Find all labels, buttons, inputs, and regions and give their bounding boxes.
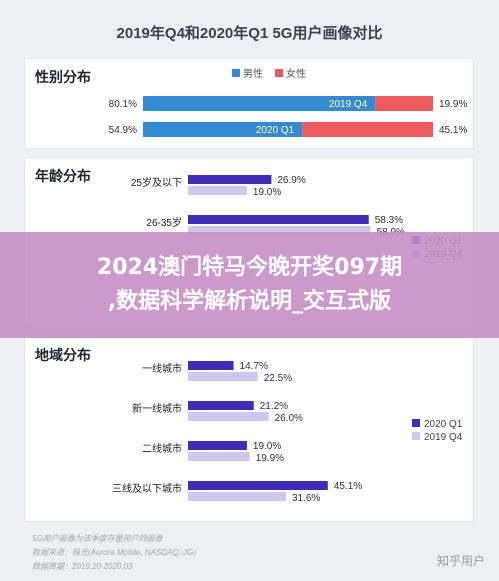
value-label-q1-0: 14.7% <box>240 361 268 372</box>
value-label-female-1: 45.1% <box>439 125 467 136</box>
gender-chart: 男性 女性 2019 Q4 80.1% 19.9% 2020 Q1 54.9% 45.1% <box>109 67 467 137</box>
bar-q4-0 <box>188 186 247 195</box>
footer-source: 数据来源：极光(Aurora Mobile, NASDAQ: JG) <box>32 548 197 557</box>
watermark: 知乎用户 <box>436 554 485 568</box>
bar-q4-0 <box>188 372 258 381</box>
legend-swatch-male <box>232 69 240 77</box>
legend-label-q1: 2020 Q1 <box>424 419 463 430</box>
category-label-0: 25岁及以下 <box>131 176 182 189</box>
age-panel-title: 年龄分布 <box>35 168 91 184</box>
region-panel-title: 地域分布 <box>35 347 91 363</box>
legend-label-male: 男性 <box>243 67 263 80</box>
value-label-q1-0: 26.9% <box>277 175 305 186</box>
banner-line-1: 2024澳门特马今晚开奖097期 <box>96 255 403 280</box>
legend-label-female: 女性 <box>286 67 306 80</box>
value-label-q4-2: 19.9% <box>256 453 284 464</box>
footer-period: 数据周期：2019.10-2020.03 <box>32 562 133 571</box>
bar-q1-3 <box>188 481 328 490</box>
gender-panel-title: 性别分布 <box>35 69 91 85</box>
category-label-0: 一线城市 <box>142 362 182 375</box>
legend-swatch-female <box>275 69 283 77</box>
bar-male-1 <box>143 122 303 137</box>
gender-panel: 性别分布 男性 女性 2019 Q4 80.1% 19.9% 2020 Q1 54.9% 45… <box>24 58 474 149</box>
bar-q4-1 <box>188 412 269 421</box>
bar-male-0 <box>143 96 376 111</box>
value-label-q1-1: 21.2% <box>260 401 288 412</box>
value-label-q1-1: 58.3% <box>375 215 403 226</box>
value-label-q4-1: 26.0% <box>275 413 303 424</box>
bar-q1-1 <box>188 215 369 224</box>
bar-female-1 <box>302 122 433 137</box>
banner-line-2: ,数据科学解析说明_交互式版 <box>107 289 392 314</box>
bar-q4-2 <box>188 452 250 461</box>
value-label-male-1: 54.9% <box>109 125 137 136</box>
overlay-banner: 2024澳门特马今晚开奖097期 ,数据科学解析说明_交互式版 <box>0 232 499 338</box>
category-label-1: 新一线城市 <box>132 402 182 415</box>
bar-q1-2 <box>188 441 247 450</box>
value-label-q1-2: 19.0% <box>253 441 281 452</box>
category-label-3: 三线及以下城市 <box>112 482 182 495</box>
value-label-q4-3: 31.6% <box>292 493 320 504</box>
legend-swatch-q4 <box>412 432 420 440</box>
bar-q4-1 <box>188 226 371 235</box>
bar-q1-0 <box>188 361 234 370</box>
chart-title: 2019年Q4和2020年Q1 5G用户画像对比 <box>116 25 383 42</box>
legend-swatch-q1 <box>412 419 420 427</box>
region-panel: 地域分布 一线城市 14.7% 22.5% 新一线城市 21.2% 26.0% 二线城市 19… <box>24 336 474 522</box>
footer-note: 5G用户画像为该季度存量用户的画像 <box>32 534 163 543</box>
value-label-q4-0: 22.5% <box>264 373 292 384</box>
value-label-male-0: 80.1% <box>109 99 137 110</box>
value-label-q4-0: 19.0% <box>253 187 281 198</box>
category-label-1: 26-35岁 <box>146 216 182 229</box>
region-chart: 一线城市 14.7%22.5% 新一线城市 21.2%26.0% 二线城市 19.0%19… <box>112 361 463 504</box>
bar-category-label-0: 2019 Q4 <box>329 99 368 110</box>
bar-q4-3 <box>188 492 286 501</box>
legend-label-q4: 2019 Q4 <box>424 432 463 443</box>
bar-q1-0 <box>188 175 272 184</box>
bar-q1-1 <box>188 401 254 410</box>
category-label-2: 二线城市 <box>142 442 182 455</box>
bar-category-label-1: 2020 Q1 <box>256 125 295 136</box>
bar-female-0 <box>375 96 433 111</box>
value-label-q1-3: 45.1% <box>334 481 362 492</box>
value-label-female-0: 19.9% <box>439 99 467 110</box>
